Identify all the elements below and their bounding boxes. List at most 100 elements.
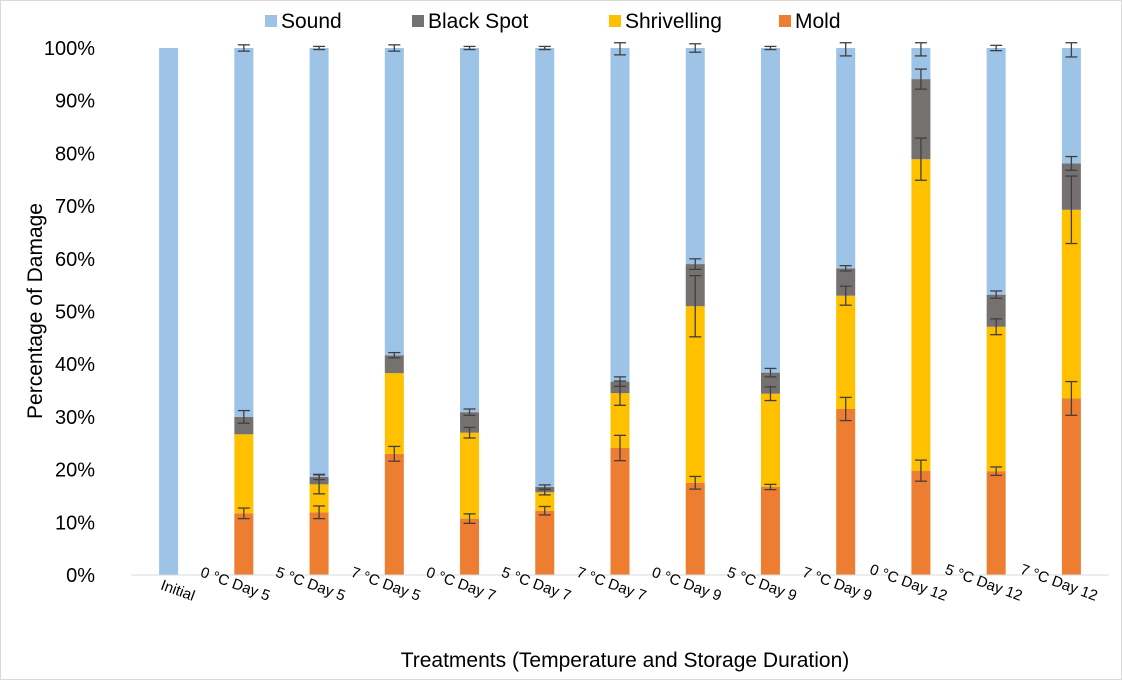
y-tick-label: 40% (55, 354, 95, 376)
legend-swatch (609, 15, 621, 27)
error-bar (689, 275, 702, 338)
y-tick-label: 20% (55, 460, 95, 482)
error-bar (839, 265, 852, 272)
error-bar (764, 483, 777, 491)
error-bar (914, 137, 927, 181)
legend: Sound Black Spot Shrivelling Mold (265, 10, 841, 33)
error-bar (1065, 42, 1078, 58)
bar-segment-shrivelling (986, 326, 1006, 472)
error-bar (1065, 175, 1078, 245)
bar-segment-mold (760, 486, 780, 575)
bar-segment-shrivelling (911, 159, 931, 471)
y-axis-ticks: 0% 10% 20% 30% 40% 50% 60% 70% 80% 90% 100% (44, 38, 95, 587)
bar-segment-mold (1061, 398, 1081, 575)
legend-swatch (779, 15, 791, 27)
error-bar (990, 290, 1003, 299)
error-bar (990, 466, 1003, 477)
x-tick-label: 0 °C Day 12 (867, 561, 949, 605)
bar-segment-black-spot (911, 79, 931, 160)
bar-segment-black-spot (760, 372, 780, 394)
x-tick-label: 7 °C Day 12 (1018, 561, 1100, 605)
legend-swatch (265, 15, 277, 27)
bar-segment-sound (685, 48, 705, 265)
error-bars (237, 42, 1078, 525)
legend-label: Black Spot (428, 10, 529, 33)
bar-segment-shrivelling (384, 373, 404, 454)
error-bar (388, 351, 401, 359)
error-bar (237, 507, 250, 520)
y-tick-label: 90% (55, 91, 95, 113)
error-bar (237, 44, 250, 52)
bar-segment-shrivelling (1061, 209, 1081, 399)
bar-segment-shrivelling (234, 434, 254, 514)
bar-segment-sound (1061, 48, 1081, 164)
bar-segment-sound (460, 48, 480, 413)
bar-segment-mold (986, 471, 1006, 575)
legend-label: Mold (795, 10, 841, 33)
legend-label: Sound (281, 10, 342, 33)
bar-segment-black-spot (234, 416, 254, 435)
bars (159, 48, 1081, 575)
bar-segment-mold (610, 447, 630, 575)
bar-segment-mold (309, 512, 329, 575)
error-bar (463, 513, 476, 525)
error-bar (914, 459, 927, 482)
error-bar (388, 445, 401, 462)
error-bar (1065, 155, 1078, 171)
bar-segment-mold (384, 453, 404, 575)
bar-segment-shrivelling (685, 306, 705, 483)
x-tick-label: Initial (158, 577, 197, 605)
bar-segment-shrivelling (836, 295, 856, 409)
error-bar (538, 484, 551, 490)
legend-item: Black Spot (412, 10, 529, 33)
error-bar (839, 396, 852, 422)
bar-segment-shrivelling (760, 393, 780, 487)
y-tick-label: 100% (44, 38, 95, 60)
y-tick-label: 30% (55, 407, 95, 429)
legend-item: Shrivelling (609, 10, 722, 33)
bar-segment-mold (685, 482, 705, 575)
error-bar (839, 42, 852, 57)
error-bar (990, 44, 1003, 52)
error-bar (538, 45, 551, 51)
bar-segment-sound (986, 48, 1006, 295)
bar-segment-mold (234, 513, 254, 575)
error-bar (313, 473, 326, 481)
bar-segment-shrivelling (460, 432, 480, 519)
error-bar (463, 426, 476, 439)
bar-segment-mold (911, 470, 931, 575)
y-tick-label: 10% (55, 512, 95, 534)
error-bar (614, 434, 626, 462)
bar-segment-sound (760, 48, 780, 373)
bar-segment-mold (535, 510, 555, 575)
error-bar (388, 44, 401, 52)
y-axis-title: Percentage of Damage (24, 203, 47, 419)
error-bar (689, 475, 702, 490)
bar-segment-mold (836, 408, 856, 575)
error-bar (313, 45, 326, 51)
legend-item: Mold (779, 10, 841, 33)
y-tick-label: 60% (55, 249, 95, 271)
error-bar (764, 386, 777, 402)
bar-segment-black-spot (384, 355, 404, 374)
error-bar (914, 42, 927, 57)
bar-segment-shrivelling (610, 393, 630, 448)
bar-segment-sound (610, 48, 630, 382)
bar-segment-shrivelling (309, 484, 329, 513)
error-bar (463, 45, 476, 51)
x-axis-title: Treatments (Temperature and Storage Dura… (401, 649, 850, 672)
legend-item: Sound (265, 10, 342, 33)
y-tick-label: 70% (55, 196, 95, 218)
x-tick-label: 5 °C Day 12 (943, 561, 1025, 605)
bar-segment-sound (384, 48, 404, 356)
error-bar (1065, 380, 1078, 416)
y-tick-label: 80% (55, 143, 95, 165)
error-bar (764, 367, 777, 378)
error-bar (313, 505, 326, 520)
bar-segment-black-spot (836, 268, 856, 296)
error-bar (689, 43, 702, 53)
error-bar (764, 45, 777, 51)
error-bar (237, 409, 250, 424)
